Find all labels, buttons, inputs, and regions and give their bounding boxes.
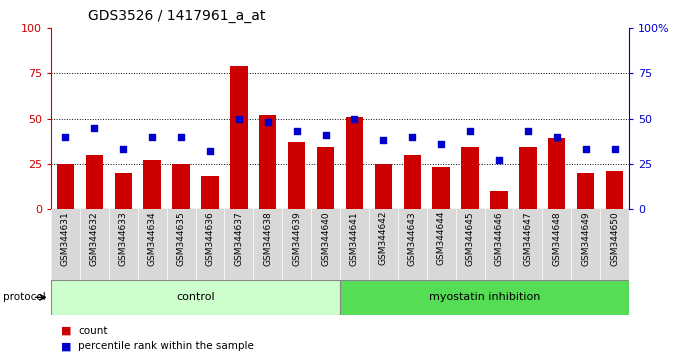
Bar [461, 148, 479, 209]
Bar [288, 142, 305, 209]
Point [436, 141, 447, 147]
Point [522, 129, 533, 134]
Point [609, 147, 620, 152]
Text: GSM344649: GSM344649 [581, 211, 590, 266]
Text: ■: ■ [61, 341, 71, 351]
Point [175, 134, 186, 139]
Point [205, 148, 216, 154]
Text: GSM344634: GSM344634 [148, 211, 156, 266]
Bar [86, 155, 103, 209]
Bar [520, 148, 537, 209]
Point [147, 134, 158, 139]
Text: myostatin inhibition: myostatin inhibition [429, 292, 540, 302]
Text: GSM344641: GSM344641 [350, 211, 359, 266]
Text: GSM344633: GSM344633 [119, 211, 128, 266]
Text: GSM344643: GSM344643 [408, 211, 417, 266]
Bar [490, 191, 507, 209]
Bar [57, 164, 74, 209]
Text: GSM344644: GSM344644 [437, 211, 445, 266]
Text: GSM344642: GSM344642 [379, 211, 388, 266]
Point [551, 134, 562, 139]
Point [89, 125, 100, 131]
Bar [403, 155, 421, 209]
Text: GSM344640: GSM344640 [321, 211, 330, 266]
Point [291, 129, 302, 134]
Text: GSM344647: GSM344647 [524, 211, 532, 266]
Text: GSM344645: GSM344645 [466, 211, 475, 266]
Text: GSM344648: GSM344648 [552, 211, 561, 266]
Text: ■: ■ [61, 326, 71, 336]
Bar [259, 115, 276, 209]
Point [378, 137, 389, 143]
Bar [173, 164, 190, 209]
Text: count: count [78, 326, 107, 336]
Text: GSM344632: GSM344632 [90, 211, 99, 266]
Bar [51, 280, 340, 315]
Text: GSM344636: GSM344636 [205, 211, 214, 266]
Text: GSM344637: GSM344637 [235, 211, 243, 266]
Bar [230, 66, 248, 209]
Bar [432, 167, 450, 209]
Point [349, 116, 360, 121]
Point [118, 147, 129, 152]
Bar [143, 160, 161, 209]
Text: GSM344638: GSM344638 [263, 211, 272, 266]
Point [262, 119, 273, 125]
Text: GSM344631: GSM344631 [61, 211, 70, 266]
Bar [606, 171, 624, 209]
Point [580, 147, 591, 152]
Point [464, 129, 475, 134]
Bar [345, 117, 363, 209]
Point [320, 132, 331, 138]
Bar [317, 148, 334, 209]
Text: protocol: protocol [3, 292, 46, 302]
Text: control: control [176, 292, 215, 302]
Point [407, 134, 418, 139]
Bar [114, 173, 132, 209]
Bar [201, 176, 219, 209]
Point [233, 116, 244, 121]
Bar [375, 164, 392, 209]
Text: percentile rank within the sample: percentile rank within the sample [78, 341, 254, 351]
Bar [577, 173, 594, 209]
Bar [340, 280, 629, 315]
Text: GDS3526 / 1417961_a_at: GDS3526 / 1417961_a_at [88, 9, 266, 23]
Text: GSM344646: GSM344646 [494, 211, 503, 266]
Point [494, 157, 505, 163]
Point [60, 134, 71, 139]
Bar [548, 138, 566, 209]
Text: GSM344635: GSM344635 [177, 211, 186, 266]
Text: GSM344639: GSM344639 [292, 211, 301, 266]
Text: GSM344650: GSM344650 [610, 211, 619, 266]
